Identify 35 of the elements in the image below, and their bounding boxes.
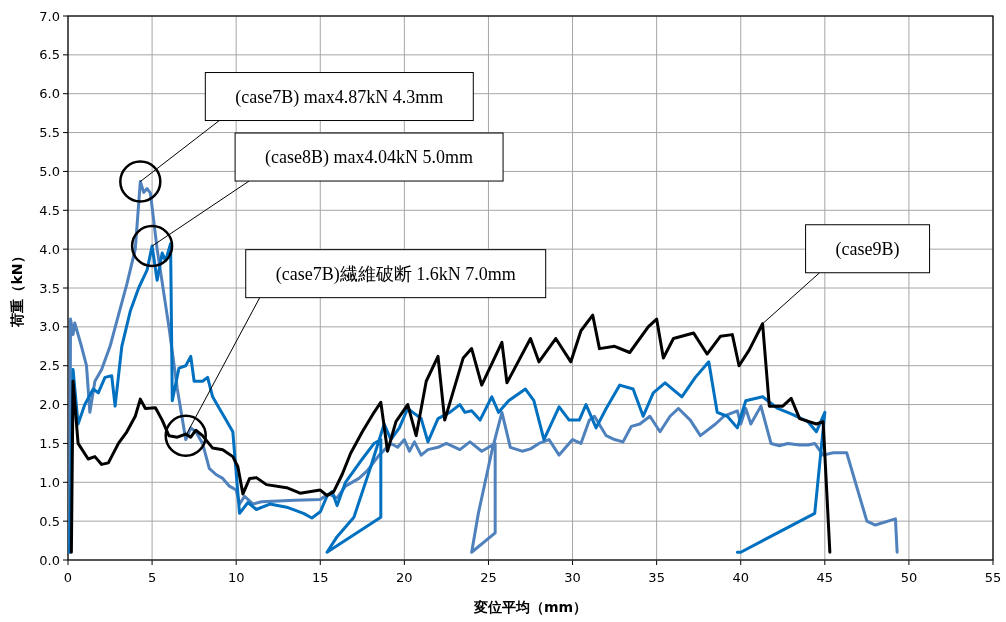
y-tick-label: 0.5 bbox=[39, 513, 60, 529]
y-tick-label: 7.0 bbox=[39, 8, 60, 24]
y-tick-label: 2.5 bbox=[39, 358, 60, 374]
x-tick-label: 30 bbox=[564, 570, 581, 585]
y-axis-title: 荷重（kN） bbox=[9, 249, 25, 328]
annotation: (case7B)繊維破断 1.6kN 7.0mm bbox=[275, 263, 516, 285]
y-tick-label: 6.0 bbox=[39, 86, 60, 102]
x-tick-label: 0 bbox=[63, 570, 73, 585]
y-tick-label: 5.5 bbox=[39, 125, 60, 141]
x-tick-label: 20 bbox=[396, 570, 413, 585]
y-tick-label: 2.0 bbox=[39, 397, 60, 413]
line-series bbox=[69, 313, 832, 554]
y-tick-label: 1.5 bbox=[39, 435, 60, 451]
x-tick-label: 15 bbox=[312, 570, 329, 585]
y-tick-label: 3.5 bbox=[39, 280, 60, 296]
x-axis-title: 変位平均（mm） bbox=[472, 599, 588, 615]
point bbox=[164, 414, 207, 457]
x-tick-label: 45 bbox=[816, 570, 834, 585]
x-tick-label: 35 bbox=[648, 570, 665, 585]
y-tick-label: 5.0 bbox=[39, 163, 60, 179]
y-tick-label: 4.5 bbox=[39, 202, 60, 218]
y-tick-label: 0.0 bbox=[39, 552, 60, 568]
y-tick-label: 6.5 bbox=[39, 47, 60, 63]
y-tick-label: 1.0 bbox=[39, 474, 60, 490]
annotation: (case8B) max4.04kN 5.0mm bbox=[265, 147, 474, 169]
y-tick-label: 4.0 bbox=[39, 241, 60, 257]
x-tick-label: 10 bbox=[227, 570, 245, 585]
x-tick-label: 5 bbox=[147, 570, 157, 585]
y-tick-label: 3.0 bbox=[39, 319, 60, 335]
x-tick-label: 55 bbox=[984, 570, 1002, 585]
annotation: (case7B) max4.87kN 4.3mm bbox=[235, 86, 444, 108]
annotation: (case9B) bbox=[835, 238, 900, 260]
x-tick-label: 40 bbox=[732, 570, 749, 585]
x-tick-label: 25 bbox=[480, 570, 497, 585]
x-tick-label: 50 bbox=[900, 570, 918, 585]
